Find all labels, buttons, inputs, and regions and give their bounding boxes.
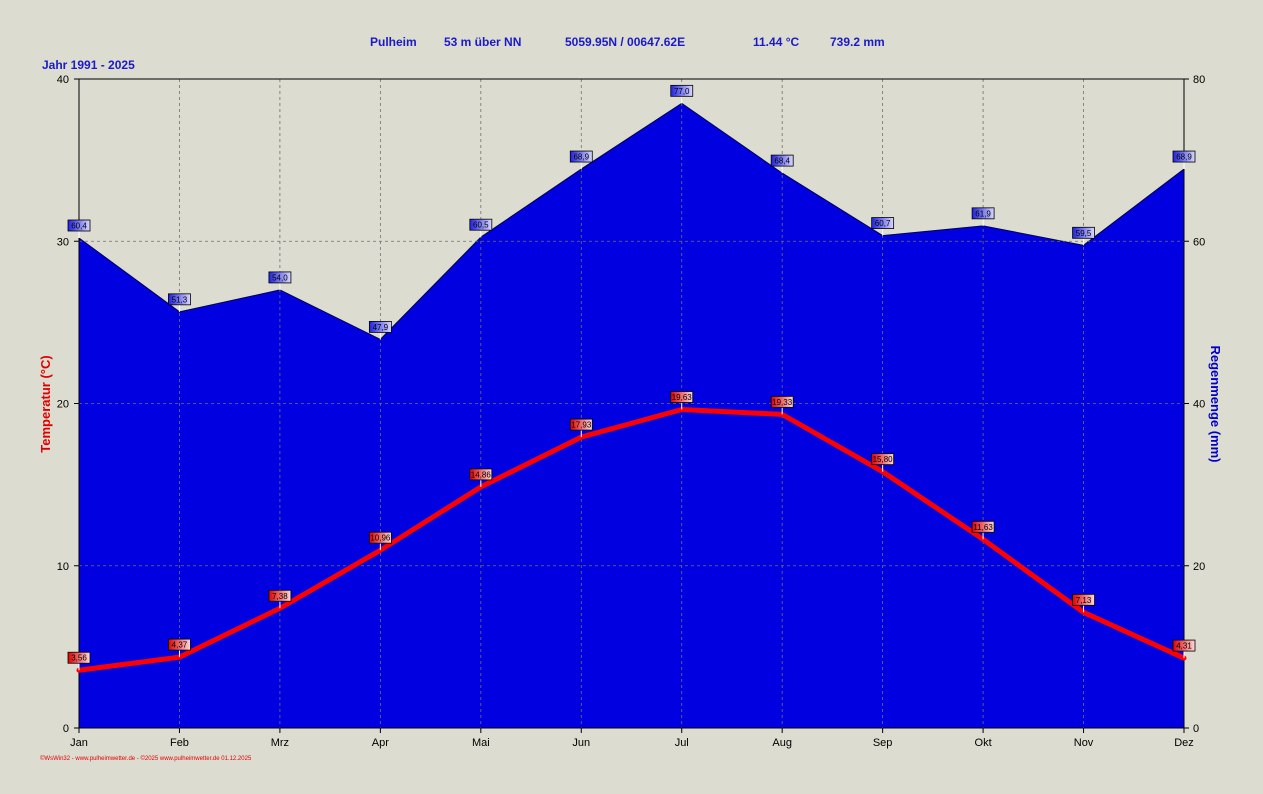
temperature-data-label-box	[268, 589, 292, 602]
temperature-data-label-box	[971, 520, 995, 533]
y-right-axis-label: Regenmenge (mm)	[1208, 345, 1223, 462]
temperature-data-label-box	[569, 418, 593, 431]
rain-data-label-box	[670, 84, 694, 97]
header-mean-temp: 11.44 °C	[753, 35, 800, 49]
rain-data-label-box	[770, 154, 794, 167]
rain-data-label-box	[569, 150, 593, 163]
y-left-tick-label: 40	[57, 74, 69, 86]
data-labels: 60,4 51,3 54,0 47,9 60,5 68,9 77,0 68,4 60,7 61,9…	[67, 84, 1196, 671]
x-tick-label: Dez	[1174, 737, 1194, 749]
x-tick-label: Mai	[472, 737, 490, 749]
rain-area	[79, 103, 1184, 728]
temperature-data-label: 19,33	[772, 398, 793, 407]
temperature-data-label: 3,56	[71, 654, 87, 663]
rain-data-label-box	[168, 293, 191, 306]
temperature-line-layer	[76, 407, 1187, 673]
rain-data-label-box	[871, 217, 895, 229]
x-tick-label: Mrz	[271, 737, 289, 749]
rain-data-label: 47,9	[373, 323, 389, 332]
rain-data-label: 54,0	[272, 273, 288, 282]
rain-data-label-box	[67, 219, 91, 232]
y-left-tick-label: 0	[63, 723, 69, 735]
temperature-data-label-box	[168, 638, 191, 651]
rain-area-edge	[78, 102, 1185, 341]
temperature-data-label-box	[770, 395, 794, 408]
rain-data-label: 68,9	[1176, 153, 1192, 162]
temperature-data-label: 19,63	[672, 393, 693, 402]
rain-data-label-box	[469, 218, 493, 231]
x-tick-label: Jun	[572, 737, 590, 749]
header-elevation: 53 m über NN	[444, 35, 521, 49]
temperature-data-label-box	[670, 391, 694, 403]
temperature-data-label-box	[67, 651, 91, 664]
y-right-tick-label: 0	[1193, 723, 1199, 735]
rain-data-label: 60,4	[71, 222, 87, 231]
rain-data-label: 61,9	[975, 209, 991, 218]
rain-data-label: 59,5	[1076, 229, 1092, 238]
temperature-data-label-box	[1072, 593, 1095, 606]
x-tick-label: Feb	[170, 737, 189, 749]
rain-data-label-box	[268, 271, 292, 284]
temperature-data-label: 14,86	[471, 470, 492, 479]
y-left-tick-label: 20	[57, 399, 69, 411]
x-tick-label: Sep	[873, 737, 893, 749]
x-tick-label: Apr	[372, 737, 389, 749]
temperature-data-label: 7,38	[272, 592, 288, 601]
x-tick-label: Okt	[975, 737, 992, 749]
rain-data-label: 60,5	[473, 221, 489, 230]
x-tick-label: Nov	[1074, 737, 1094, 749]
rain-data-label-box	[368, 321, 392, 333]
temperature-data-label: 11,63	[973, 523, 993, 532]
temperature-line	[76, 407, 1187, 673]
header-station: Pulheim	[370, 35, 417, 49]
rain-data-label: 60,7	[875, 219, 891, 228]
rain-data-label-box	[971, 207, 995, 220]
rain-data-label: 77,0	[674, 87, 690, 96]
y-left-tick-label: 30	[57, 236, 69, 248]
y-right-tick-label: 20	[1193, 561, 1205, 573]
x-tick-label: Aug	[772, 737, 792, 749]
temperature-data-label: 15,80	[873, 455, 894, 464]
header-coords: 5059.95N / 00647.62E	[565, 35, 685, 49]
y-right-tick-label: 60	[1193, 236, 1205, 248]
rain-data-label-box	[1072, 226, 1095, 239]
temperature-data-label: 4,37	[172, 641, 188, 650]
footer-credit: ©WsWin32 - www.pulheimwetter.de - ©2025 …	[40, 755, 252, 762]
rain-data-label: 51,3	[172, 295, 188, 304]
y-right-tick-label: 80	[1193, 74, 1205, 86]
temperature-data-label-box	[1172, 639, 1196, 652]
header-period: Jahr 1991 - 2025	[42, 58, 135, 72]
rain-data-label: 68,4	[774, 157, 790, 166]
temperature-data-label: 7,13	[1076, 596, 1092, 605]
temperature-data-label-box	[368, 531, 392, 544]
y-right-tick-label: 40	[1193, 399, 1205, 411]
rain-data-label-box	[1172, 150, 1196, 163]
temperature-data-label: 17,93	[571, 421, 592, 430]
header-annual-rain: 739.2 mm	[830, 35, 885, 49]
rain-area-layer	[78, 102, 1185, 728]
y-left-tick-label: 10	[57, 561, 69, 573]
x-tick-label: Jan	[70, 737, 88, 749]
axis-ticks: 0 10 20 30 40 0 20 40 60 80 Jan Feb Mrz Apr Mai Jun Jul A…	[57, 74, 1206, 749]
temperature-data-label: 4,31	[1176, 642, 1192, 651]
temperature-data-label: 10,96	[370, 534, 391, 543]
temperature-data-label-box	[871, 453, 895, 466]
gridlines	[79, 79, 1184, 728]
y-left-axis-label: Temperatur (°C)	[38, 355, 53, 452]
temperature-data-label-box	[469, 468, 493, 481]
rain-data-label: 68,9	[573, 153, 589, 162]
x-tick-label: Jul	[675, 737, 689, 749]
